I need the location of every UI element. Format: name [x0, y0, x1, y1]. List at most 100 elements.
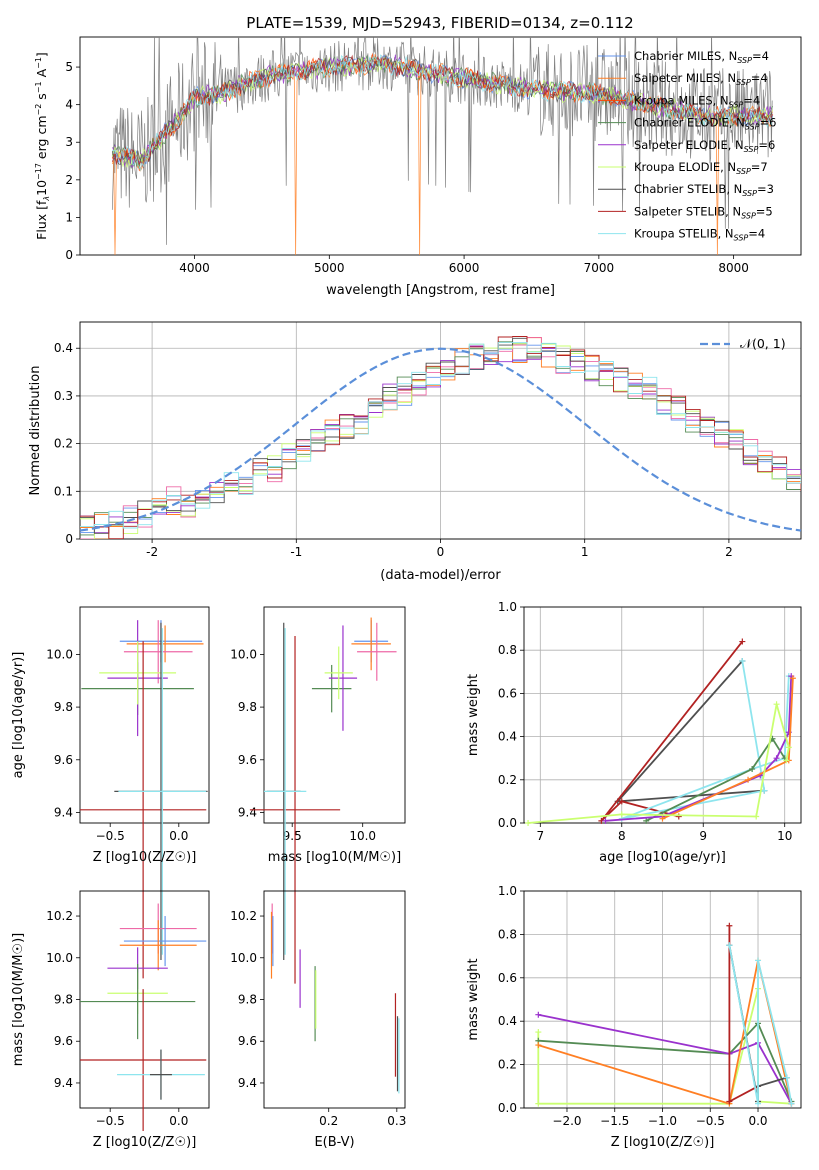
legend-entry: 𝒩(0, 1)	[740, 336, 786, 351]
y-tick-label: 5	[65, 60, 73, 74]
y-tick-label: 0.8	[498, 643, 517, 657]
legend-subscript: SSP	[734, 234, 749, 243]
x-tick-label: −1.0	[648, 1114, 677, 1128]
y-tick-label: 0.0	[498, 816, 517, 830]
legend-text: Salpeter MILES, N	[634, 71, 736, 85]
legend-text: Chabrier ELODIE, N	[634, 116, 745, 130]
label-sup: −1	[34, 81, 43, 93]
axes-frame	[523, 890, 802, 1109]
spectrum-panel: 4000 5000 6000 7000 8000 0 1 2 3 4 5 Chabrier MILES…	[34, 36, 802, 298]
weight-marker	[739, 658, 746, 664]
legend-text: Kroupa ELODIE, N	[634, 160, 736, 174]
y-tick-label: 0.4	[54, 341, 73, 355]
model-spectrum-line	[112, 54, 774, 172]
legend-entry: Salpeter ELODIE, NSSP=6	[634, 138, 775, 154]
y-tick-label: 0.1	[54, 484, 73, 498]
legend-text: =5	[756, 204, 773, 218]
x-tick-label: 4000	[179, 261, 210, 275]
x-tick-label: 0.3	[387, 1114, 406, 1128]
label-sup: −2	[34, 104, 43, 116]
x-tick-label: -1	[290, 545, 302, 559]
figure-title: PLATE=1539, MJD=52943, FIBERID=0134, z=0…	[246, 14, 633, 32]
label-sup: −1	[34, 57, 43, 69]
weight-marker	[643, 817, 650, 824]
label-part: erg cm	[34, 116, 49, 164]
mass-vs-Z-panel: −0.5 0.0 9.4 9.6 9.8 10.0 10.2 Z [log10(Z/Z☉)] m…	[11, 890, 210, 1150]
y-tick-label: 10.0	[230, 647, 257, 661]
model-spectrum-line	[111, 54, 774, 169]
axes-frame	[263, 890, 406, 1109]
legend-text: =4	[748, 227, 765, 241]
weight-marker	[659, 815, 666, 822]
label-sup: −17	[34, 163, 43, 180]
legend-subscript: SSP	[737, 56, 752, 65]
spectrum-lines	[111, 37, 774, 255]
y-tick-label: 0.8	[498, 927, 517, 941]
weight-marker	[785, 744, 792, 751]
age-vs-Z-panel: −0.5 0.0 9.4 9.6 9.8 10.0 Z [log10(Z/Z☉)] age […	[11, 606, 210, 979]
legend-text: Kroupa MILES, N	[634, 93, 729, 107]
y-tick-label: 0.2	[498, 1058, 517, 1072]
y-axis-label: mass weight	[466, 958, 481, 1040]
axes-frame	[79, 606, 210, 824]
y-axis-label: mass [log10(M/M☉)]	[11, 933, 26, 1066]
legend-entry: Chabrier ELODIE, NSSP=6	[634, 116, 776, 132]
y-tick-label: 2	[65, 173, 73, 187]
weight-marker	[535, 1042, 542, 1049]
weight-series-line	[621, 660, 790, 820]
y-axis-label: mass weight	[466, 674, 481, 756]
x-axis-label: wavelength [Angstrom, rest frame]	[326, 283, 555, 298]
legend-text: Chabrier STELIB, N	[634, 182, 742, 196]
panels-layer: 4000 5000 6000 7000 8000 0 1 2 3 4 5 Chabrier MILES…	[11, 36, 802, 1150]
x-tick-label: 0.0	[748, 1114, 767, 1128]
x-tick-label: 0.0	[169, 829, 188, 843]
legend-subscript: SSP	[744, 145, 759, 154]
y-tick-label: 9.6	[54, 753, 73, 767]
x-tick-label: −0.5	[696, 1114, 725, 1128]
y-tick-label: 9.8	[238, 700, 257, 714]
weight-series-line	[538, 1013, 793, 1105]
y-axis-label: Flux [fλ10−17 erg cm−2 s−1 A−1]	[34, 52, 51, 240]
y-tick-label: 9.4	[238, 805, 257, 819]
legend-text: =4	[751, 71, 768, 85]
x-tick-label: 10.0	[349, 829, 376, 843]
weight-marker	[755, 957, 762, 964]
y-tick-label: 10.0	[46, 647, 73, 661]
x-tick-label: 2	[725, 545, 733, 559]
residual-panel: -2 -1 0 1 2 0 0.1 0.2 0.3 0.4 𝒩(0, 1) (data-model)/…	[28, 321, 802, 583]
weight-marker	[773, 701, 780, 708]
y-tick-label: 3	[65, 135, 73, 149]
legend-text: Salpeter ELODIE, N	[634, 138, 744, 152]
y-tick-label: 9.8	[54, 700, 73, 714]
weight-series-line	[615, 660, 765, 803]
weight-marker	[535, 1011, 542, 1018]
x-axis-label: mass [log10(M/M☉)]	[268, 850, 401, 865]
x-tick-label: 1	[581, 545, 589, 559]
age-vs-mass-panel: 9.5 10.0 9.4 9.6 9.8 10.0 mass [log10(M/M☉)]	[230, 606, 406, 984]
histogram-steps	[80, 336, 801, 539]
weight-series-line	[600, 641, 744, 822]
legend-text: Chabrier MILES, N	[634, 49, 737, 63]
label-part: ]	[34, 52, 49, 57]
y-tick-label: 9.8	[54, 993, 73, 1007]
weight-series-line	[537, 988, 792, 1105]
label-part: Flux [f	[34, 200, 49, 240]
y-tick-label: 9.4	[54, 1076, 73, 1090]
x-tick-label: 7	[536, 829, 544, 843]
legend-text: Salpeter STELIB, N	[634, 204, 741, 218]
mass-vs-ebv-panel: 0.2 0.3 9.4 9.6 9.8 10.0 10.2 E(B-V)	[230, 890, 406, 1150]
y-tick-label: 0	[65, 532, 73, 546]
weight-marker	[749, 766, 756, 772]
y-tick-label: 0	[65, 248, 73, 262]
model-spectrum-line	[111, 54, 774, 169]
legend-entry: Kroupa STELIB, NSSP=4	[634, 227, 765, 243]
weight-marker	[789, 675, 796, 682]
x-tick-label: −1.5	[600, 1114, 629, 1128]
y-tick-label: 9.6	[54, 1034, 73, 1048]
x-tick-label: −0.5	[96, 1114, 125, 1128]
axes-frame	[263, 606, 406, 824]
x-axis-label: Z [log10(Z/Z☉)]	[611, 1135, 715, 1150]
gaussian-curve	[79, 347, 802, 532]
